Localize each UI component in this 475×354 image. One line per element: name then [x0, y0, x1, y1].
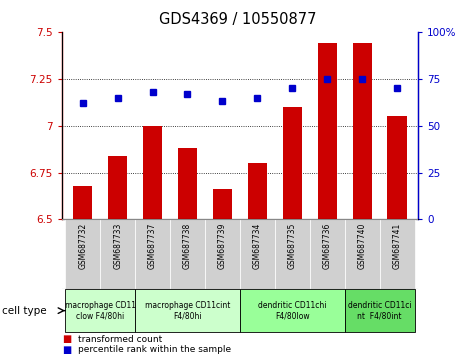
- Text: GSM687734: GSM687734: [253, 223, 262, 269]
- Bar: [65, 219, 100, 289]
- Text: GSM687733: GSM687733: [113, 223, 122, 269]
- Text: GSM687739: GSM687739: [218, 223, 227, 269]
- Bar: [240, 219, 275, 289]
- Bar: [205, 219, 240, 289]
- Text: GSM687732: GSM687732: [78, 223, 87, 269]
- Text: GSM687737: GSM687737: [148, 223, 157, 269]
- Bar: [73, 186, 92, 219]
- Bar: [135, 290, 240, 332]
- Text: GSM687736: GSM687736: [323, 223, 332, 269]
- Text: GSM687740: GSM687740: [358, 223, 367, 269]
- Bar: [108, 156, 127, 219]
- Text: macrophage CD11cint
F4/80hi: macrophage CD11cint F4/80hi: [145, 301, 230, 320]
- Bar: [170, 219, 205, 289]
- Bar: [213, 189, 232, 219]
- Text: GSM687741: GSM687741: [392, 223, 401, 269]
- Bar: [380, 219, 415, 289]
- Bar: [178, 148, 197, 219]
- Bar: [352, 43, 372, 219]
- Bar: [310, 219, 345, 289]
- Bar: [283, 107, 302, 219]
- Text: GSM687738: GSM687738: [183, 223, 192, 269]
- Text: GDS4369 / 10550877: GDS4369 / 10550877: [159, 12, 316, 27]
- Text: macrophage CD11
clow F4/80hi: macrophage CD11 clow F4/80hi: [65, 301, 136, 320]
- Bar: [275, 219, 310, 289]
- Text: percentile rank within the sample: percentile rank within the sample: [78, 345, 231, 354]
- Bar: [318, 43, 337, 219]
- Bar: [248, 163, 267, 219]
- Bar: [345, 290, 415, 332]
- Bar: [240, 290, 345, 332]
- Text: dendritic CD11ci
nt  F4/80int: dendritic CD11ci nt F4/80int: [348, 301, 411, 320]
- Text: ■: ■: [62, 334, 71, 344]
- Bar: [143, 126, 162, 219]
- Text: GSM687735: GSM687735: [288, 223, 297, 269]
- Text: transformed count: transformed count: [78, 335, 162, 344]
- Bar: [388, 116, 407, 219]
- Text: cell type: cell type: [2, 306, 47, 316]
- Bar: [345, 219, 380, 289]
- Text: ■: ■: [62, 345, 71, 354]
- Bar: [65, 290, 135, 332]
- Bar: [135, 219, 170, 289]
- Text: dendritic CD11chi
F4/80low: dendritic CD11chi F4/80low: [258, 301, 326, 320]
- Bar: [100, 219, 135, 289]
